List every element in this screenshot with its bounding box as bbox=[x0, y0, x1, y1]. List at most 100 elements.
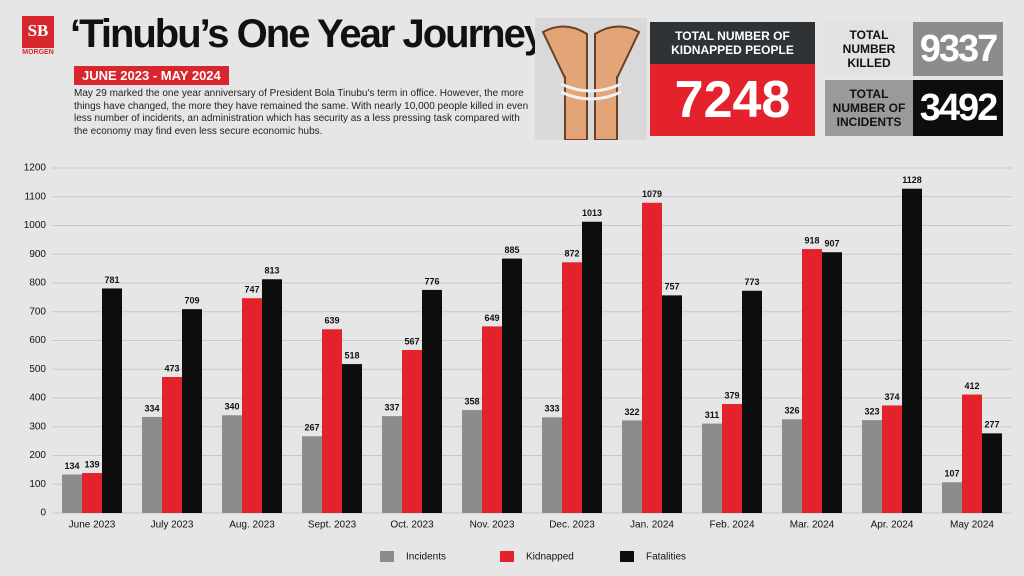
bar bbox=[462, 410, 482, 513]
y-tick-label: 0 bbox=[40, 508, 46, 519]
stat-label: TOTAL NUMBER KILLED bbox=[825, 22, 913, 76]
x-tick-label: Sept. 2023 bbox=[308, 520, 357, 531]
value-label: 358 bbox=[464, 396, 479, 406]
legend-label: Kidnapped bbox=[526, 552, 574, 563]
bar bbox=[242, 298, 262, 513]
value-label: 334 bbox=[144, 403, 159, 413]
bar bbox=[722, 404, 742, 513]
x-tick-label: May 2024 bbox=[950, 520, 994, 531]
bar bbox=[962, 394, 982, 513]
value-label: 709 bbox=[184, 296, 199, 306]
value-label: 277 bbox=[984, 420, 999, 430]
bar bbox=[162, 377, 182, 513]
description: May 29 marked the one year anniversary o… bbox=[74, 88, 529, 137]
bar bbox=[742, 290, 762, 513]
bar bbox=[262, 279, 282, 513]
value-label: 139 bbox=[84, 459, 99, 469]
bar bbox=[882, 405, 902, 513]
x-tick-label: June 2023 bbox=[69, 520, 116, 531]
value-label: 781 bbox=[104, 275, 119, 285]
bar bbox=[942, 482, 962, 513]
stat-value: 9337 bbox=[913, 22, 1003, 76]
arms bbox=[564, 76, 618, 140]
bar bbox=[102, 288, 122, 513]
y-tick-label: 800 bbox=[29, 278, 46, 289]
value-label: 518 bbox=[344, 350, 359, 360]
value-label: 340 bbox=[224, 402, 239, 412]
value-label: 885 bbox=[504, 245, 519, 255]
y-tick-label: 100 bbox=[29, 479, 46, 490]
bar bbox=[222, 415, 242, 513]
x-tick-label: Oct. 2023 bbox=[390, 520, 434, 531]
x-tick-label: Feb. 2024 bbox=[709, 520, 754, 531]
y-tick-label: 1000 bbox=[24, 220, 47, 231]
value-label: 1013 bbox=[582, 208, 602, 218]
value-label: 907 bbox=[824, 239, 839, 249]
stat-value: 3492 bbox=[913, 80, 1003, 136]
stat-label: TOTAL NUMBER OF INCIDENTS bbox=[825, 80, 913, 136]
bar bbox=[422, 289, 442, 513]
bar bbox=[562, 262, 582, 513]
bar bbox=[402, 349, 422, 513]
bar bbox=[862, 420, 882, 513]
title: ‘Tinubu’s One Year Journey’ bbox=[70, 12, 555, 56]
legend-label: Incidents bbox=[406, 552, 446, 563]
value-label: 918 bbox=[804, 235, 819, 245]
fists-illustration bbox=[535, 18, 647, 140]
y-tick-label: 700 bbox=[29, 306, 46, 317]
value-label: 1079 bbox=[642, 189, 662, 199]
value-label: 757 bbox=[664, 282, 679, 292]
y-tick-label: 1100 bbox=[24, 191, 46, 202]
y-tick-label: 500 bbox=[29, 364, 46, 375]
value-label: 1128 bbox=[902, 175, 922, 185]
value-label: 267 bbox=[304, 423, 319, 433]
logo-sub: MORGEN bbox=[22, 49, 54, 56]
legend-swatch bbox=[380, 551, 394, 562]
value-label: 379 bbox=[724, 390, 739, 400]
logo: SB bbox=[22, 16, 54, 48]
x-tick-label: Apr. 2024 bbox=[871, 520, 914, 531]
bar bbox=[702, 423, 722, 513]
value-label: 639 bbox=[324, 316, 339, 326]
bar bbox=[822, 252, 842, 514]
bar bbox=[782, 419, 802, 513]
x-tick-label: Dec. 2023 bbox=[549, 520, 595, 531]
bar bbox=[802, 249, 822, 513]
value-label: 322 bbox=[624, 407, 639, 417]
value-label: 872 bbox=[564, 249, 579, 259]
value-label: 773 bbox=[744, 277, 759, 287]
value-label: 813 bbox=[264, 266, 279, 276]
x-tick-label: July 2023 bbox=[151, 520, 194, 531]
stat-label: TOTAL NUMBER OF KIDNAPPED PEOPLE bbox=[650, 22, 815, 64]
value-label: 107 bbox=[944, 469, 959, 479]
y-tick-label: 900 bbox=[29, 249, 46, 260]
bar bbox=[502, 258, 522, 513]
stat-value: 7248 bbox=[650, 64, 815, 136]
y-tick-label: 300 bbox=[29, 421, 46, 432]
value-label: 333 bbox=[544, 404, 559, 414]
bar bbox=[342, 364, 362, 513]
value-label: 776 bbox=[424, 276, 439, 286]
y-tick-label: 600 bbox=[29, 335, 46, 346]
legend-label: Fatalities bbox=[646, 552, 686, 563]
bar bbox=[182, 309, 202, 513]
bar bbox=[142, 416, 162, 513]
value-label: 326 bbox=[784, 406, 799, 416]
bar bbox=[62, 474, 82, 513]
y-tick-label: 200 bbox=[29, 450, 46, 461]
y-tick-label: 1200 bbox=[24, 163, 47, 174]
bar bbox=[982, 433, 1002, 513]
legend-swatch bbox=[620, 551, 634, 562]
bar bbox=[482, 326, 502, 513]
value-label: 311 bbox=[705, 410, 720, 420]
subtitle: JUNE 2023 - MAY 2024 bbox=[74, 66, 229, 85]
x-tick-label: Mar. 2024 bbox=[790, 520, 835, 531]
bar bbox=[902, 188, 922, 513]
value-label: 473 bbox=[164, 363, 179, 373]
bar bbox=[542, 417, 562, 513]
x-tick-label: Aug. 2023 bbox=[229, 520, 275, 531]
bar bbox=[382, 416, 402, 513]
value-label: 649 bbox=[484, 313, 499, 323]
rope bbox=[560, 82, 622, 101]
